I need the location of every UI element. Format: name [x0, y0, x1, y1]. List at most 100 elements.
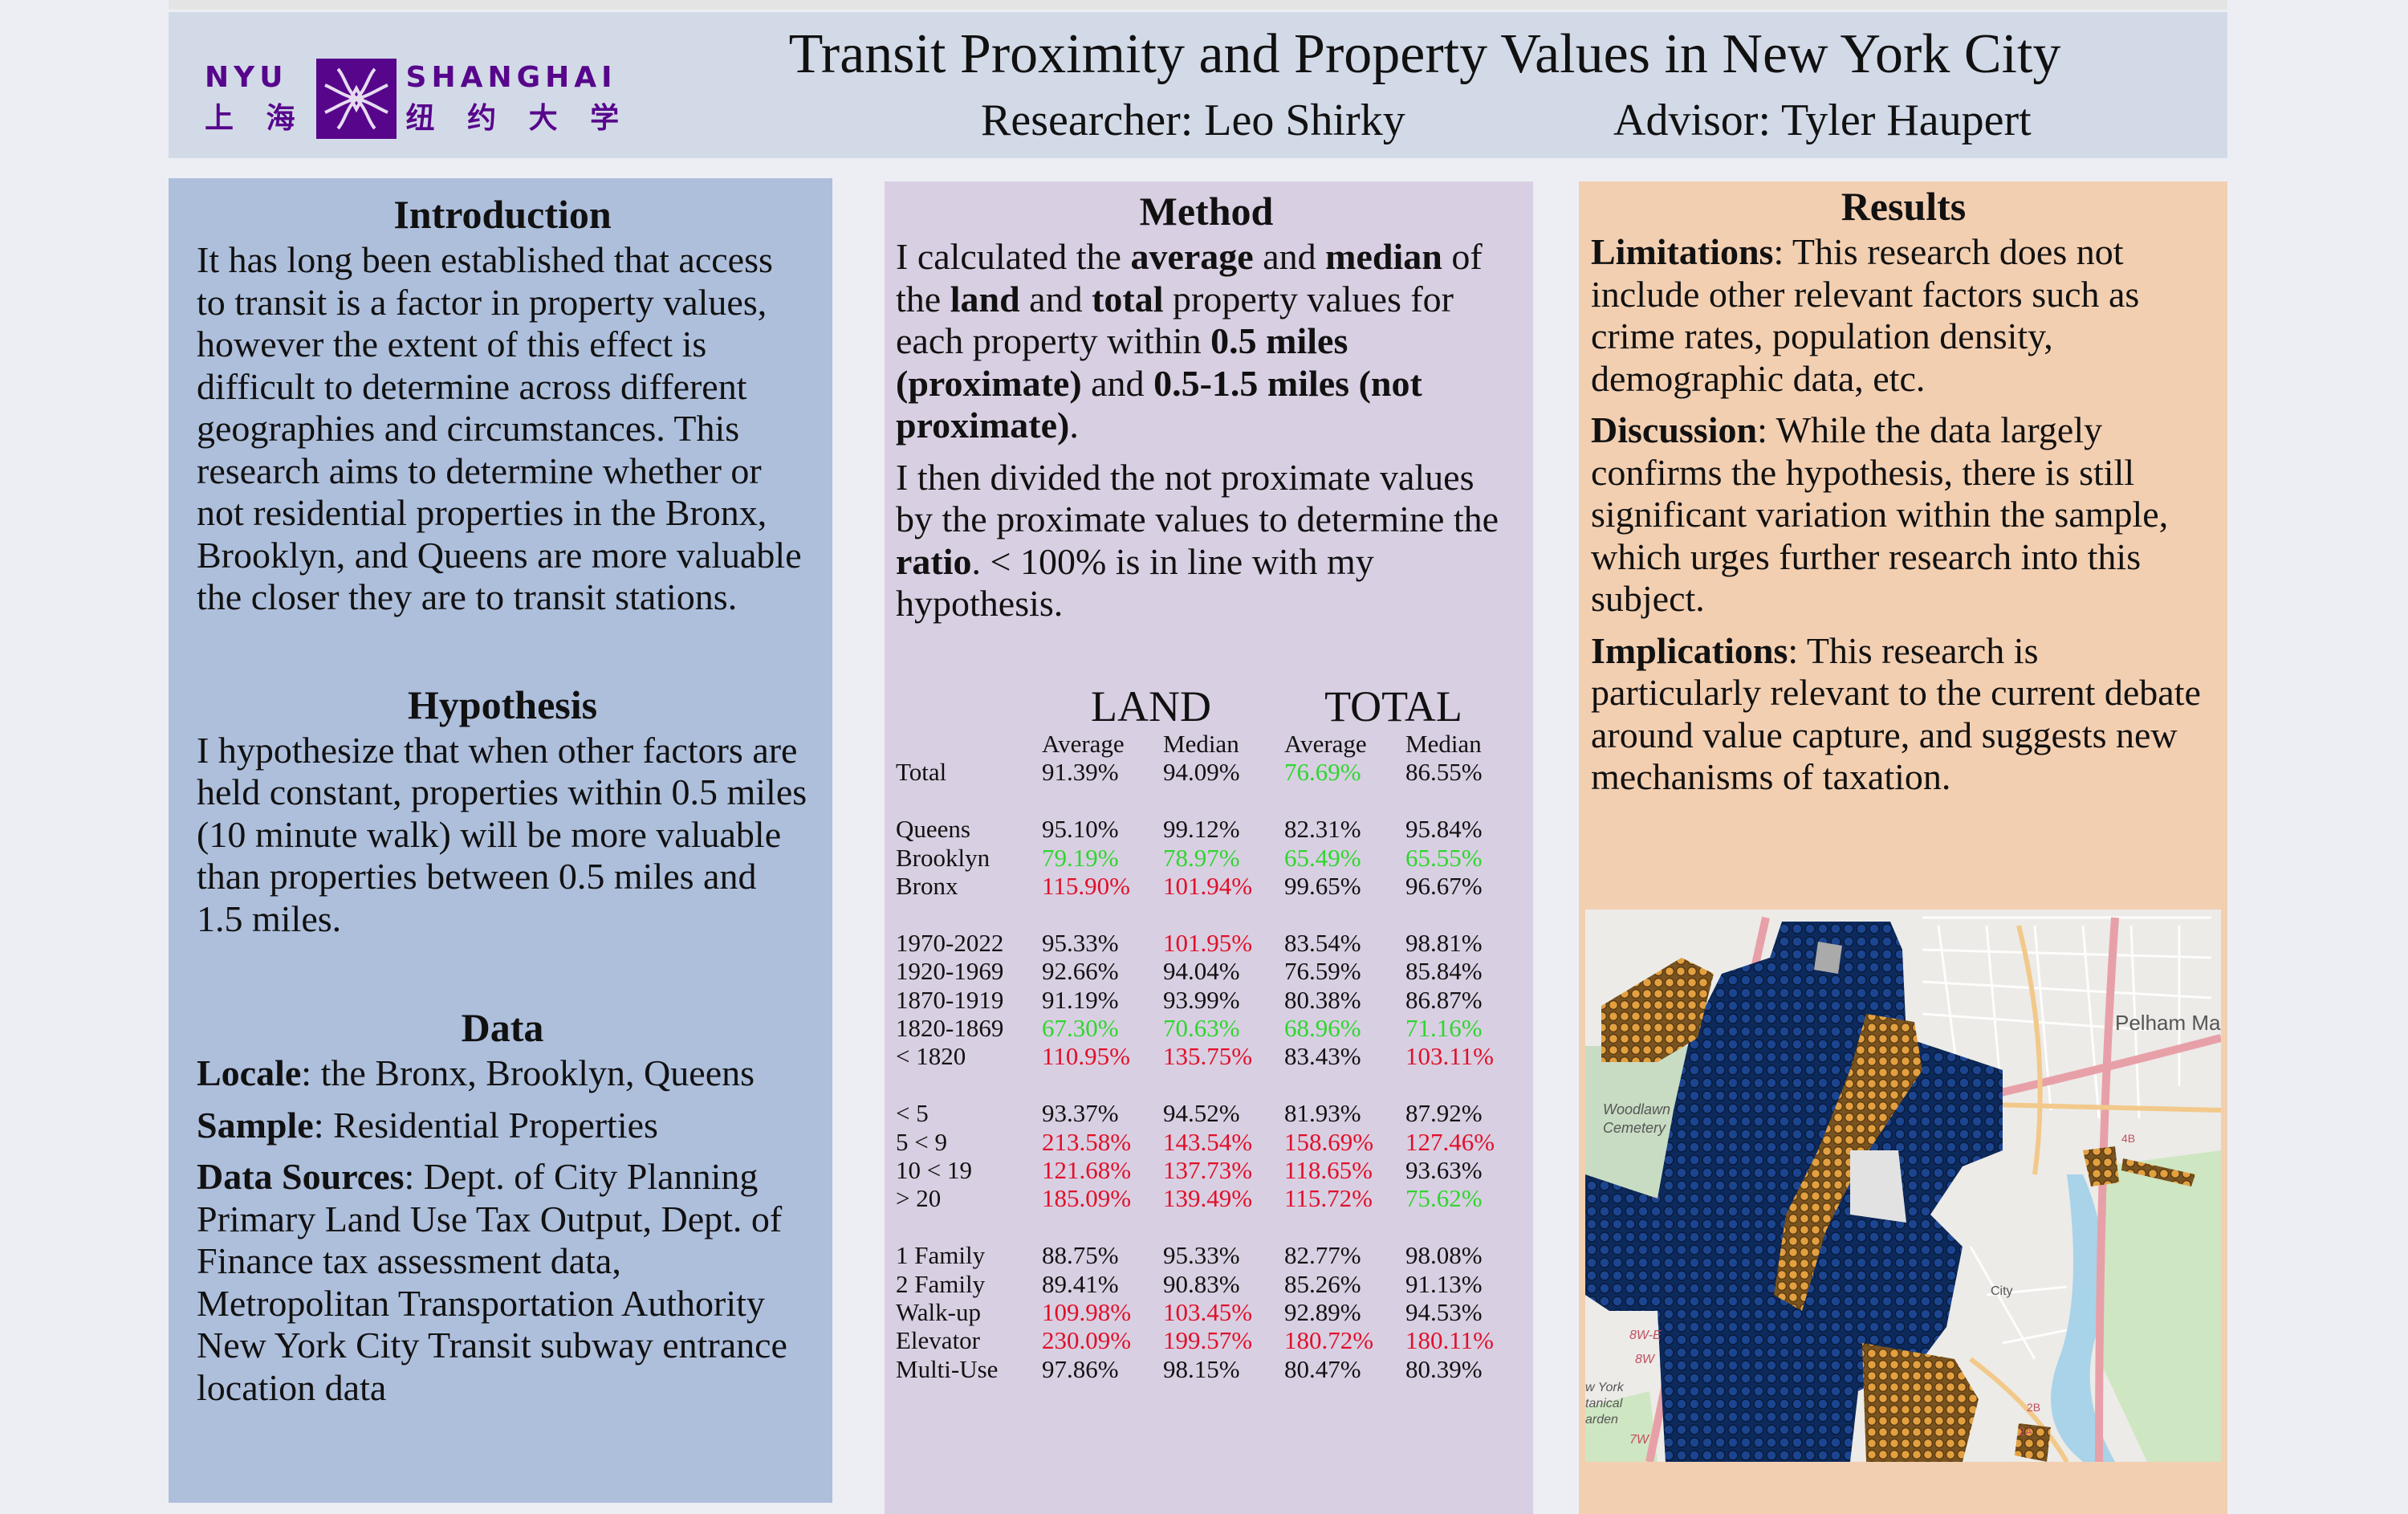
ratio-cell: 103.45% [1163, 1298, 1253, 1327]
ratio-cell: 101.95% [1163, 928, 1253, 957]
group-header: TOTAL [1324, 682, 1462, 731]
table-row: 1870-1919 91.19% 93.99% 80.38% 86.87% [896, 986, 1527, 1014]
ratio-cell: 78.97% [1163, 843, 1240, 872]
data-heading: Data [461, 1005, 544, 1050]
researcher-name: Researcher: Leo Shirky [981, 96, 1405, 145]
ratio-cell: 121.68% [1042, 1156, 1132, 1185]
bold-term: 0.5 miles (proximate) [896, 320, 1348, 404]
row-label: Brooklyn [896, 843, 990, 872]
map-label-exit-7w: 7W [1629, 1433, 1650, 1447]
row-label: Walk-up [896, 1298, 981, 1327]
text-segment: I calculated the [896, 236, 1131, 277]
ratio-cell: 88.75% [1042, 1241, 1119, 1270]
ratio-cell: 94.53% [1405, 1298, 1483, 1327]
ratio-cell: 92.66% [1042, 957, 1119, 986]
ratio-cell: 91.19% [1042, 985, 1119, 1014]
ratio-cell: 143.54% [1163, 1127, 1253, 1156]
ratio-cell: 94.09% [1163, 758, 1240, 787]
ratio-cell: 158.69% [1284, 1127, 1374, 1156]
ratio-cell: 213.58% [1042, 1127, 1132, 1156]
map-label-pelham: Pelham Ma [2115, 1011, 2221, 1035]
hypothesis-heading: Hypothesis [407, 682, 598, 727]
bold-term: ratio [896, 540, 972, 582]
ratio-cell: 93.99% [1163, 985, 1240, 1014]
ratio-cell: 115.72% [1284, 1184, 1373, 1213]
row-label: < 5 [896, 1099, 929, 1128]
row-label: 1920-1969 [896, 957, 1004, 986]
ratio-cell: 91.39% [1042, 758, 1119, 787]
ratio-cell: 86.55% [1405, 758, 1483, 787]
column-header: Average [1284, 730, 1367, 758]
text-segment: of the [896, 236, 1483, 319]
bold-term: 0.5-1.5 miles (not proximate) [896, 362, 1422, 446]
results-heading: Results [1841, 184, 1967, 229]
table-row: 1 Family 88.75% 95.33% 82.77% 98.08% [896, 1241, 1527, 1269]
row-label: 2 Family [896, 1269, 986, 1298]
ratio-cell: 65.55% [1405, 843, 1483, 872]
method-paragraph: I then divided the not proximate values … [896, 457, 1517, 625]
ratio-cell: 82.31% [1284, 815, 1361, 844]
ratio-cell: 80.47% [1284, 1354, 1361, 1383]
ratio-cell: 65.49% [1284, 843, 1361, 872]
text-segment: : Residential Properties [313, 1104, 658, 1146]
table-group-header: LAND TOTAL [896, 683, 1527, 730]
ratio-cell: 185.09% [1042, 1184, 1132, 1213]
introduction-heading: Introduction [393, 192, 612, 237]
table-row: 1970-2022 95.33% 101.95% 83.54% 98.81% [896, 929, 1527, 957]
nyu-shanghai-logo: NYU 上 海 SHANGHAI 纽 约 大 学 [205, 59, 630, 139]
map-label-exit-2b: 2B [2027, 1401, 2040, 1414]
ratio-cell: 82.77% [1284, 1241, 1361, 1270]
ratio-cell: 76.69% [1284, 758, 1361, 787]
text-segment: . [1069, 405, 1079, 446]
ratio-cell: 97.86% [1042, 1354, 1119, 1383]
table-row: 1820-1869 67.30% 70.63% 68.96% 71.16% [896, 1014, 1527, 1042]
map-label-garden-2: tanical [1585, 1397, 1623, 1410]
ratio-cell: 93.37% [1042, 1099, 1119, 1128]
section-spacer [896, 900, 1527, 928]
park-area [2099, 1150, 2221, 1462]
data-item-paragraph: Locale: the Bronx, Brooklyn, Queens [197, 1052, 808, 1095]
table-row: 10 < 19 121.68% 137.73% 118.65% 93.63% [896, 1156, 1527, 1184]
logo-text-zh-left: 上 海 [205, 102, 307, 135]
ratio-cell: 86.87% [1405, 985, 1483, 1014]
table-row: Brooklyn 79.19% 78.97% 65.49% 65.55% [896, 844, 1527, 872]
ratio-cell: 81.93% [1284, 1099, 1361, 1128]
row-label: < 1820 [896, 1042, 966, 1071]
table-row: < 5 93.37% 94.52% 81.93% 87.92% [896, 1099, 1527, 1127]
section-spacer [896, 1213, 1527, 1241]
data-items: Locale: the Bronx, Brooklyn, Queens Sampl… [197, 1052, 808, 1409]
row-label: > 20 [896, 1184, 942, 1213]
text-segment: : the Bronx, Brooklyn, Queens [301, 1052, 755, 1093]
table-row: Queens 95.10% 99.12% 82.31% 95.84% [896, 815, 1527, 843]
section-spacer [896, 1071, 1527, 1099]
torch-flower-icon [315, 59, 397, 139]
row-label: 1870-1919 [896, 985, 1004, 1014]
table-row: < 1820 110.95% 135.75% 83.43% 103.11% [896, 1042, 1527, 1070]
text-segment: : While the data largely confirms the hy… [1591, 409, 2169, 619]
logo-text-shanghai: SHANGHAI [405, 61, 617, 94]
results-paragraph: Implications: This research is particula… [1591, 630, 2216, 799]
bold-term: Discussion [1591, 409, 1758, 450]
table-row: Multi-Use 97.86% 98.15% 80.47% 80.39% [896, 1355, 1527, 1383]
table-row: 1920-1969 92.66% 94.04% 76.59% 85.84% [896, 957, 1527, 985]
text-segment: I then divided the not proximate values … [896, 456, 1499, 540]
ratio-cell: 67.30% [1042, 1014, 1119, 1043]
ratio-cell: 91.13% [1405, 1269, 1483, 1298]
table-corner [896, 730, 1042, 758]
group-header: LAND [1091, 682, 1211, 731]
ratio-cell: 94.52% [1163, 1099, 1240, 1128]
ratio-cell: 99.12% [1163, 815, 1240, 844]
method-paragraph: I calculated the average and median of t… [896, 236, 1517, 447]
map-label-exit-4b: 4B [2121, 1132, 2135, 1145]
bold-term: land [950, 278, 1020, 319]
bold-term: total [1092, 278, 1164, 319]
map-label-garden-1: w York [1585, 1381, 1625, 1394]
ratio-cell: 80.39% [1405, 1354, 1483, 1383]
row-label: 1820-1869 [896, 1014, 1004, 1043]
text-segment: and [1081, 362, 1154, 404]
ratio-cell: 93.63% [1405, 1156, 1483, 1185]
ratio-cell: 96.67% [1405, 872, 1483, 901]
text-segment: : This research is particularly relevant… [1591, 629, 2201, 798]
ratio-cell: 135.75% [1163, 1042, 1253, 1071]
ratio-cell: 103.11% [1405, 1042, 1494, 1071]
